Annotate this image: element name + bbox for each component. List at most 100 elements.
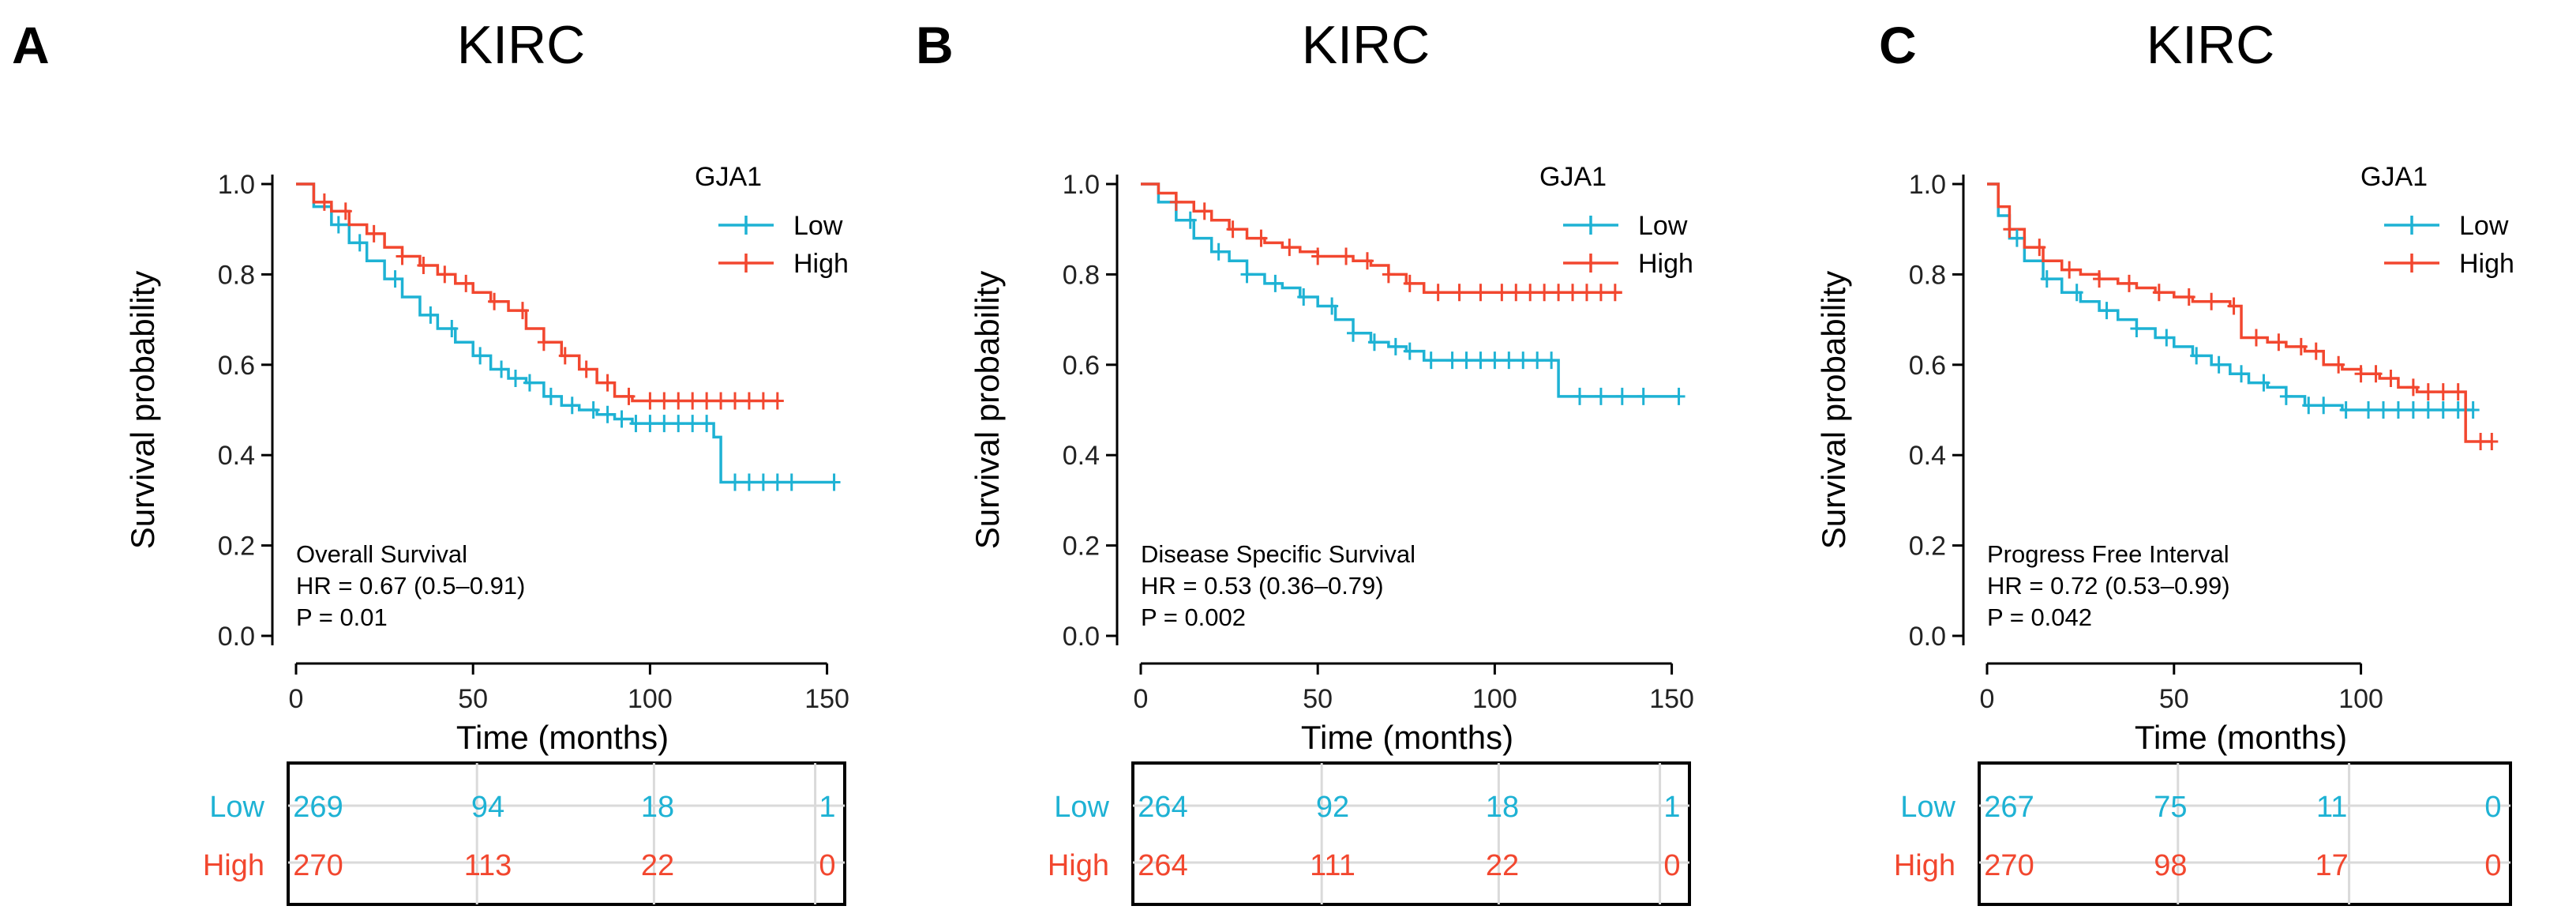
censor-mark-low <box>2302 397 2315 415</box>
censor-mark-high <box>537 333 550 351</box>
legend-swatch-high <box>718 254 774 273</box>
censor-mark-low <box>1545 351 1558 370</box>
risk-count-high: 98 <box>2154 849 2187 882</box>
censor-mark-low <box>1615 387 1629 405</box>
risk-count-high: 0 <box>2484 849 2501 882</box>
censor-mark-high <box>2205 292 2218 310</box>
censor-mark-high <box>1226 220 1239 239</box>
y-axis-label: Survival probability <box>124 271 161 550</box>
stats-annotation: Disease Specific Survival <box>1141 540 1415 568</box>
x-tick-label: 150 <box>804 684 849 714</box>
censor-mark-low <box>1637 387 1650 405</box>
y-tick-label: 0.8 <box>218 260 255 290</box>
censor-mark-low <box>2391 401 2405 419</box>
km-panel-b: B KIRC 0.0 0.2 0.4 0.6 0.8 1.0 0 50 100 150 Survival… <box>916 15 1694 906</box>
risk-count-high: 264 <box>1138 849 1187 882</box>
censor-mark-low <box>785 473 798 491</box>
censor-mark-low <box>474 347 487 365</box>
y-tick-label: 0.6 <box>1909 351 1946 381</box>
censor-mark-low <box>615 410 628 428</box>
censor-mark-low <box>2040 270 2053 288</box>
censor-mark-high <box>2332 355 2345 374</box>
censor-mark-high <box>622 387 636 405</box>
censor-mark-high <box>2354 365 2368 383</box>
censor-mark-low <box>1389 337 1402 355</box>
censor-mark-low <box>2362 401 2375 419</box>
stats-annotation: P = 0.002 <box>1141 603 1246 631</box>
censor-mark-low <box>2451 401 2465 419</box>
censor-mark-high <box>516 302 529 320</box>
legend-title: GJA1 <box>1539 162 1607 192</box>
censor-mark-low <box>1460 351 1473 370</box>
censor-mark-low <box>1347 324 1360 342</box>
censor-mark-low <box>1212 242 1225 261</box>
y-tick-label: 1.0 <box>1909 170 1946 200</box>
censor-mark-low <box>587 401 600 419</box>
censor-mark-high <box>2182 288 2195 306</box>
x-tick-label: 50 <box>458 684 488 714</box>
censor-mark-high <box>2033 239 2046 257</box>
risk-count-low: 75 <box>2154 791 2187 824</box>
censor-mark-high <box>1198 202 1211 220</box>
censor-mark-high <box>1340 247 1353 265</box>
censor-mark-low <box>2376 401 2390 419</box>
legend-label: High <box>793 249 849 279</box>
censor-mark-low <box>672 415 685 433</box>
x-tick-label: 0 <box>289 684 304 714</box>
y-tick-label: 0.6 <box>1063 351 1100 381</box>
censor-mark-high <box>672 392 685 410</box>
censor-mark-low <box>1424 351 1438 370</box>
km-curve-high <box>1141 182 1622 295</box>
censor-mark-low <box>658 415 671 433</box>
risk-count-low: 1 <box>819 791 835 824</box>
censor-mark-low <box>424 306 437 324</box>
y-tick-label: 0.0 <box>1909 622 1946 652</box>
legend-label: Low <box>2459 211 2509 241</box>
risk-count-high: 22 <box>641 849 674 882</box>
censor-mark-low <box>1325 297 1339 315</box>
censor-mark-low <box>700 415 714 433</box>
risk-table-frame <box>1131 761 1691 906</box>
censor-mark-low <box>2317 397 2330 415</box>
censor-mark-high <box>2309 342 2323 360</box>
censor-mark-high <box>2406 378 2420 397</box>
censor-mark-low <box>2160 329 2173 347</box>
censor-mark-high <box>317 193 331 211</box>
censor-mark-high <box>2249 329 2263 347</box>
censor-mark-low <box>2279 387 2293 405</box>
censor-mark-low <box>1367 333 1381 351</box>
legend-swatch-low <box>1563 216 1618 235</box>
chart-title: KIRC <box>1302 15 1430 75</box>
panel-letter: B <box>916 16 954 74</box>
y-tick-label: 0.8 <box>1063 260 1100 290</box>
stats-annotation: P = 0.042 <box>1987 603 2092 631</box>
censor-mark-high <box>2436 383 2450 401</box>
censor-mark-high <box>1254 229 1268 247</box>
stats-annotation: P = 0.01 <box>296 603 388 631</box>
censor-mark-low <box>388 270 402 288</box>
censor-mark-low <box>643 415 657 433</box>
x-tick-label: 50 <box>2159 684 2189 714</box>
risk-count-low: 94 <box>471 791 504 824</box>
censor-mark-low <box>686 415 699 433</box>
y-axis-label: Survival probability <box>1815 271 1852 550</box>
risk-count-high: 270 <box>1984 849 2034 882</box>
censor-mark-low <box>601 405 614 423</box>
censor-mark-high <box>1594 284 1607 302</box>
risk-count-low: 18 <box>641 791 674 824</box>
risk-count-high: 270 <box>293 849 343 882</box>
risk-count-high: 111 <box>1310 849 1355 882</box>
censor-mark-low <box>523 374 536 392</box>
censor-mark-low <box>2466 401 2480 419</box>
risk-row-label-high: High <box>1894 849 1955 882</box>
x-tick-label: 100 <box>2338 684 2383 714</box>
censor-mark-high <box>2421 383 2435 401</box>
censor-mark-high <box>438 265 452 284</box>
risk-table-frame <box>287 761 846 906</box>
censor-mark-high <box>2294 337 2308 355</box>
censor-mark-high <box>1608 284 1622 302</box>
legend-swatch-low <box>718 216 774 235</box>
censor-mark-low <box>353 234 366 252</box>
censor-mark-low <box>1573 387 1586 405</box>
stats-annotation: Progress Free Interval <box>1987 540 2229 568</box>
